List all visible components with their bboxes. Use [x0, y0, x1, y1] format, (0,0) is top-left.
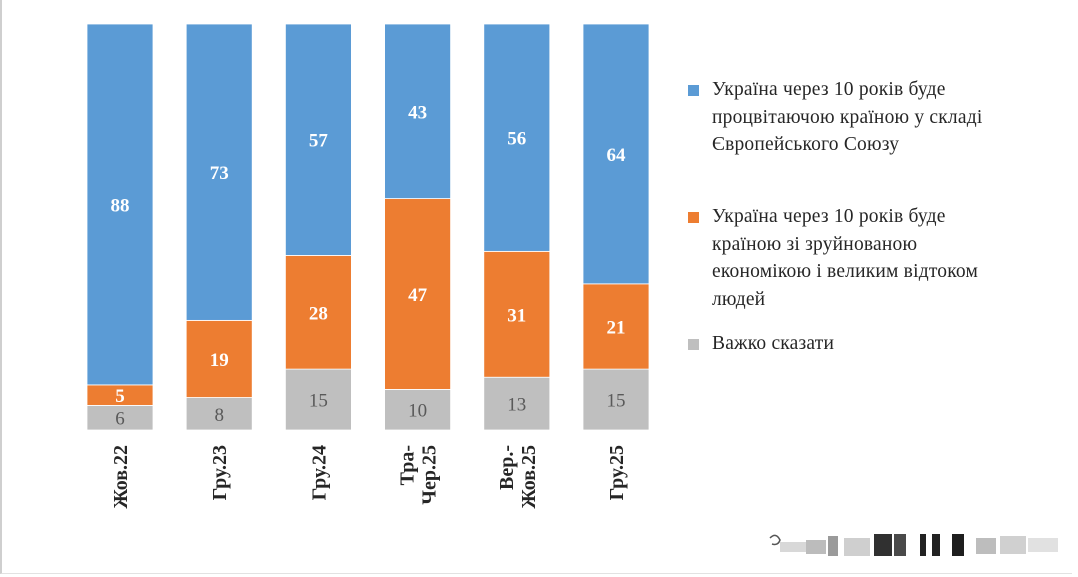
bar-segment-s2-c2	[284, 23, 352, 256]
x-tick-label-4-line-1: Жов.25	[518, 445, 540, 509]
bar-segment-s1-c5	[582, 283, 650, 370]
bars-layer	[86, 23, 650, 431]
x-tick-label-1: Гру.23	[209, 445, 231, 500]
bar-segment-s2-c5	[582, 23, 650, 285]
data-label-s0-c4: 13	[507, 395, 526, 416]
data-label-s1-c5: 21	[607, 317, 626, 338]
data-label-s0-c3: 10	[408, 401, 427, 422]
bar-segment-s1-c4	[483, 250, 551, 378]
bar-segment-s1-c3	[384, 198, 452, 390]
bar-segment-s1-c2	[284, 255, 352, 370]
data-label-s1-c1: 19	[210, 350, 229, 371]
data-label-s2-c2: 57	[309, 131, 329, 152]
data-label-s1-c3: 47	[408, 285, 428, 306]
x-tick-label-2-line-0: Гру.24	[308, 445, 330, 500]
x-tick-label-1-line-0: Гру.23	[209, 445, 231, 500]
bar-segment-s1-c1	[185, 319, 253, 398]
watermark-scribble	[769, 534, 1058, 556]
data-label-s0-c5: 15	[607, 391, 626, 412]
x-tick-label-3-line-0: Тра-	[397, 445, 419, 485]
legend-swatch-grey	[688, 339, 699, 350]
data-label-s1-c4: 31	[507, 305, 526, 326]
data-label-s2-c0: 88	[111, 195, 130, 216]
bar-segment-s2-c1	[185, 23, 253, 321]
x-tick-label-0: Жов.22	[110, 445, 132, 509]
legend-item-ruined: Україна через 10 років буде країною зі з…	[688, 203, 1028, 313]
x-tick-label-5: Гру.25	[606, 445, 628, 500]
data-label-s1-c2: 28	[309, 303, 328, 324]
legend-label-eu: Україна через 10 років буде процвітаючою…	[712, 79, 983, 155]
bar-segment-s2-c4	[483, 23, 551, 252]
x-tick-label-5-line-0: Гру.25	[606, 445, 628, 500]
data-label-s2-c5: 64	[607, 145, 627, 166]
bar-segment-s0-c3	[384, 388, 452, 431]
data-label-s0-c2: 15	[309, 391, 328, 412]
bar-segment-s0-c2	[284, 368, 352, 431]
x-tick-label-2: Гру.24	[308, 445, 330, 500]
legend-label-ruined: Україна через 10 років буде країною зі з…	[712, 206, 979, 310]
legend-label-hard-to-say: Важко сказати	[712, 333, 835, 354]
data-label-s0-c1: 8	[214, 405, 224, 426]
legend-swatch-blue	[688, 85, 699, 96]
x-tick-label-3: Тра- Чер.25	[397, 445, 441, 505]
bar-segment-s0-c4	[483, 376, 551, 431]
bar-segment-s2-c3	[384, 23, 452, 199]
data-label-s1-c0: 5	[115, 386, 125, 407]
x-tick-label-4: Вер.- Жов.25	[496, 445, 540, 509]
x-tick-label-4-line-0: Вер.-	[496, 445, 518, 490]
data-label-s2-c4: 56	[507, 129, 526, 150]
bar-segment-s0-c1	[185, 397, 253, 431]
bar-segment-s2-c0	[86, 23, 154, 386]
legend-swatch-orange	[688, 212, 699, 223]
data-label-s2-c1: 73	[210, 163, 229, 184]
x-axis-tick-labels: Жов.22 Гру.23 Гру.24 Тра- Чер.25 Вер.- Жов.25 Г…	[110, 445, 628, 509]
data-label-s2-c3: 43	[408, 102, 427, 123]
data-label-s0-c0: 6	[115, 409, 125, 430]
legend-item-eu: Україна через 10 років буде процвітаючою…	[688, 76, 1028, 159]
x-tick-label-3-line-1: Чер.25	[419, 445, 441, 505]
legend-item-hard-to-say: Важко сказати	[688, 330, 1028, 358]
x-tick-label-0-line-0: Жов.22	[110, 445, 132, 509]
